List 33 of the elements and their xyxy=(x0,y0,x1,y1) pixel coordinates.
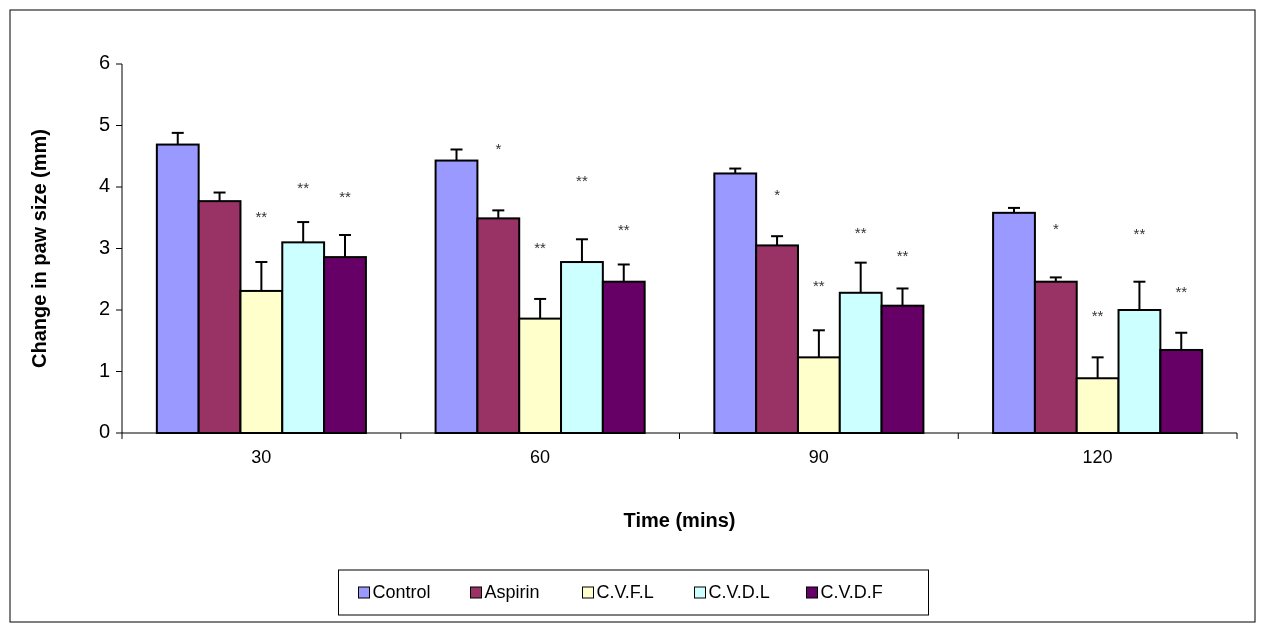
x-tick-label: 30 xyxy=(251,447,272,467)
y-tick-label: 0 xyxy=(98,420,110,443)
y-tick-label: 3 xyxy=(98,235,110,258)
annotation: ** xyxy=(297,179,310,197)
annotation: * xyxy=(1052,220,1059,238)
annotation: ** xyxy=(813,277,825,295)
annotation: ** xyxy=(617,221,630,239)
annotation: ** xyxy=(1175,282,1188,300)
x-axis-title: Time (mins) xyxy=(623,509,736,531)
legend-label: C.V.F.L xyxy=(596,581,654,602)
y-tick-label: 5 xyxy=(98,112,110,135)
annotation: ** xyxy=(896,247,909,265)
annotation: ** xyxy=(534,238,547,256)
legend-label: Control xyxy=(372,581,431,602)
y-tick-label: 6 xyxy=(98,51,110,74)
annotation: ** xyxy=(339,187,351,205)
legend-label: Aspirin xyxy=(484,581,540,602)
x-tick-label: 120 xyxy=(1082,447,1113,467)
annotation: ** xyxy=(576,172,588,190)
y-tick-label: 4 xyxy=(98,174,110,197)
annotation: * xyxy=(774,186,781,204)
annotation: * xyxy=(495,140,502,158)
x-tick-label: 60 xyxy=(530,447,551,467)
annotation: ** xyxy=(1091,307,1104,325)
y-axis-title: Change in paw size (mm) xyxy=(28,129,50,368)
annotation: ** xyxy=(1133,224,1146,242)
y-tick-label: 2 xyxy=(98,297,110,320)
x-tick-label: 90 xyxy=(808,447,829,467)
legend-label: C.V.D.F xyxy=(820,581,883,602)
annotation: ** xyxy=(255,208,268,225)
legend-label: C.V.D.L xyxy=(708,581,770,602)
annotation: ** xyxy=(854,223,867,241)
y-tick-label: 1 xyxy=(98,358,110,381)
